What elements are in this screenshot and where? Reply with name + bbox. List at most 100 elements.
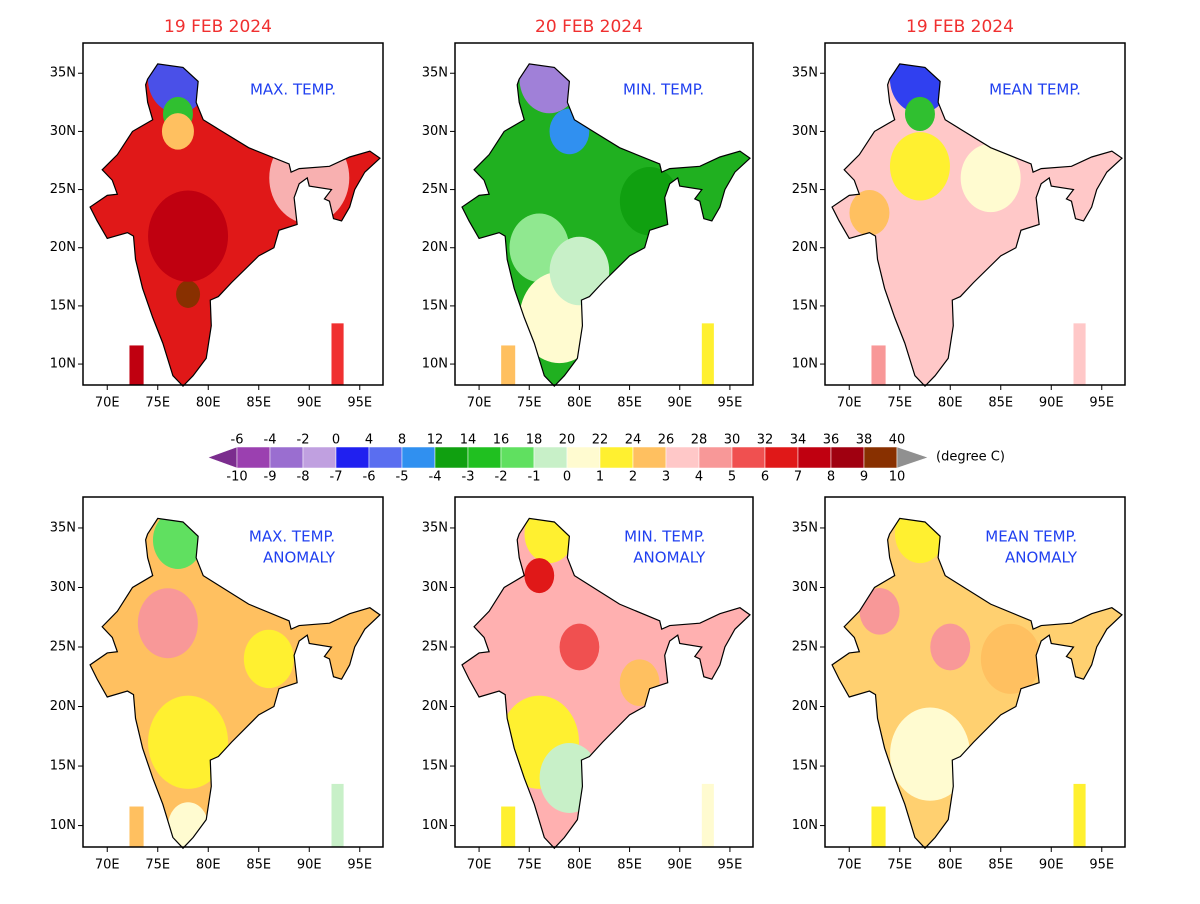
colorbar-anomaly-label: 6 [761, 470, 769, 485]
field-patch [890, 707, 971, 801]
lat-tick-label: 35N [50, 520, 76, 535]
lat-tick-label: 20N [422, 699, 448, 714]
lat-tick-label: 10N [792, 357, 818, 372]
colorbar-anomaly-label: -1 [528, 470, 541, 485]
colorbar-label: 38 [856, 433, 873, 448]
panel-label: MAX. TEMP. [250, 81, 336, 99]
colorbar-box [269, 446, 304, 469]
lon-tick-label: 90E [1039, 858, 1064, 873]
lon-tick-label: 85E [988, 396, 1013, 411]
colorbar-box [632, 446, 667, 469]
colorbar-label: 18 [526, 433, 543, 448]
lon-tick-label: 80E [196, 396, 221, 411]
lat-tick-label: 20N [50, 240, 76, 255]
colorbar: -6 -4 -2 0 4 8 12 14 16 18 20 22 24 26 28 30 32 34 36 38 40-… [207, 433, 1005, 485]
lon-tick-label: 80E [567, 396, 592, 411]
lon-tick-label: 75E [517, 396, 542, 411]
colorbar-box [401, 446, 436, 469]
lat-tick-label: 25N [50, 640, 76, 655]
colorbar-label: 0 [332, 433, 340, 448]
colorbar-label: 8 [398, 433, 406, 448]
lat-tick-label: 15N [50, 759, 76, 774]
colorbar-anomaly-label: 2 [629, 470, 637, 485]
colorbar-box [566, 446, 601, 469]
colorbar-label: 30 [724, 433, 741, 448]
colorbar-anomaly-label: 7 [794, 470, 802, 485]
colorbar-box [236, 446, 271, 469]
field-patch [524, 558, 555, 594]
lon-tick-label: 95E [1089, 858, 1114, 873]
colorbar-anomaly-label: 5 [728, 470, 736, 485]
map-frame [824, 42, 1126, 386]
india-outline [461, 517, 751, 850]
lon-tick-label: 70E [95, 858, 120, 873]
lon-tick-label: 95E [718, 858, 743, 873]
lon-tick-label: 90E [667, 858, 692, 873]
panel-label: ANOMALY [263, 549, 336, 567]
colorbar-anomaly-label: -5 [396, 470, 409, 485]
island-box [501, 806, 516, 847]
panel-date: 19 FEB 2024 [906, 17, 1014, 37]
lon-tick-label: 95E [1089, 396, 1114, 411]
lon-tick-label: 80E [938, 858, 963, 873]
field-patch [930, 623, 971, 671]
lat-tick-label: 35N [422, 66, 448, 81]
field-patch [904, 96, 935, 132]
india-outline [831, 63, 1123, 388]
colorbar-anomaly-label: 10 [889, 470, 906, 485]
field-patch [147, 63, 208, 114]
lon-tick-label: 90E [297, 858, 322, 873]
colorbar-box [368, 446, 403, 469]
colorbar-label: -2 [297, 433, 310, 448]
lon-tick-label: 85E [246, 396, 271, 411]
lat-tick-label: 30N [422, 124, 448, 139]
colorbar-label: -4 [264, 433, 277, 448]
lat-tick-label: 10N [50, 357, 76, 372]
colorbar-box [533, 446, 568, 469]
field-patch [980, 623, 1041, 694]
lat-tick-label: 25N [792, 182, 818, 197]
lat-tick-label: 15N [422, 759, 448, 774]
colorbar-box [467, 446, 502, 469]
map-frame [454, 496, 754, 848]
india-outline [89, 517, 381, 850]
colorbar-unit: (degree C) [936, 450, 1005, 465]
panel-label: MIN. TEMP. [624, 528, 705, 546]
lon-tick-label: 85E [617, 858, 642, 873]
island-box [501, 345, 516, 385]
colorbar-anomaly-label: 0 [563, 470, 571, 485]
lon-tick-label: 75E [887, 858, 912, 873]
colorbar-label: 4 [365, 433, 373, 448]
lat-tick-label: 20N [422, 240, 448, 255]
panel-label: ANOMALY [633, 549, 706, 567]
colorbar-label: 12 [427, 433, 444, 448]
colorbar-anomaly-label: -9 [264, 470, 277, 485]
field-patch [889, 63, 950, 114]
lon-tick-label: 70E [837, 858, 862, 873]
lon-tick-label: 80E [567, 858, 592, 873]
field-patch [889, 132, 950, 201]
lon-tick-label: 70E [837, 396, 862, 411]
colorbar-box [830, 446, 865, 469]
lat-tick-label: 30N [422, 580, 448, 595]
india-outline [461, 63, 751, 388]
field-patch [559, 623, 600, 671]
lat-tick-label: 15N [50, 298, 76, 313]
colorbar-anomaly-label: -6 [363, 470, 376, 485]
lat-tick-label: 10N [50, 818, 76, 833]
panel-label: MEAN TEMP. [989, 81, 1081, 99]
map-frame [82, 496, 384, 848]
lon-tick-label: 95E [347, 396, 372, 411]
colorbar-box [764, 446, 799, 469]
panel-label: MIN. TEMP. [623, 81, 704, 99]
colorbar-anomaly-label: -7 [330, 470, 343, 485]
colorbar-label: 36 [823, 433, 840, 448]
colorbar-box [698, 446, 733, 469]
colorbar-anomaly-label: -2 [495, 470, 508, 485]
colorbar-box [797, 446, 832, 469]
lon-tick-label: 95E [718, 396, 743, 411]
lat-tick-label: 25N [422, 182, 448, 197]
lon-tick-label: 70E [467, 858, 492, 873]
colorbar-box [500, 446, 535, 469]
